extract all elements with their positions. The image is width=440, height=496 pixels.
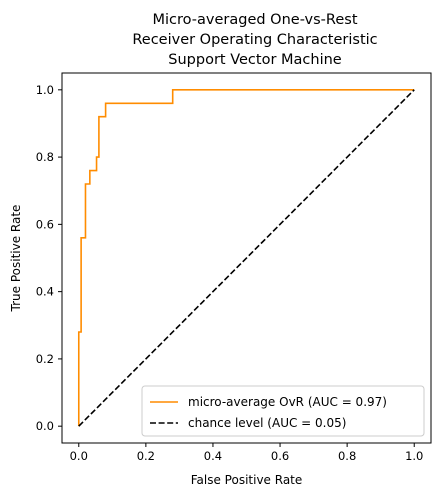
x-tick-label: 1.0 [405,449,423,463]
legend: micro-average OvR (AUC = 0.97) chance lev… [141,385,425,437]
y-tick-label: 1.0 [36,83,54,97]
y-tick-label: 0.4 [36,285,54,299]
legend-box [141,385,425,437]
x-axis-ticks: 0.0 0.2 0.4 0.6 0.8 1.0 [70,443,423,463]
x-tick-label: 0.8 [338,449,356,463]
x-tick-label: 0.2 [137,449,155,463]
roc-curve-line [77,89,415,427]
chart-title: Micro-averaged One-vs-Rest Receiver Opera… [132,12,377,68]
series-layer [77,89,415,427]
x-tick-label: 0.6 [271,449,289,463]
y-tick-label: 0.6 [36,217,54,231]
x-axis-label: False Positive Rate [191,473,303,487]
chart-title-line: Support Vector Machine [168,52,342,68]
x-tick-label: 0.0 [70,449,88,463]
axes-frame [61,72,432,444]
y-axis-label: True Positive Rate [9,205,23,313]
legend-label: chance level (AUC = 0.05) [188,416,346,430]
legend-label: micro-average OvR (AUC = 0.97) [188,395,387,409]
x-tick-label: 0.4 [204,449,222,463]
chart-title-line: Receiver Operating Characteristic [132,32,377,48]
chart-title-line: Micro-averaged One-vs-Rest [152,12,357,28]
y-tick-label: 0.0 [36,419,54,433]
chance-level-line [78,89,415,427]
y-axis-ticks: 0.0 0.2 0.4 0.6 0.8 1.0 [36,83,62,433]
y-tick-label: 0.8 [36,150,54,164]
plot-area: 0.0 0.2 0.4 0.6 0.8 1.0 0.0 0.2 0.4 0.6 0.8 1.0 [36,72,432,463]
y-tick-label: 0.2 [36,352,54,366]
